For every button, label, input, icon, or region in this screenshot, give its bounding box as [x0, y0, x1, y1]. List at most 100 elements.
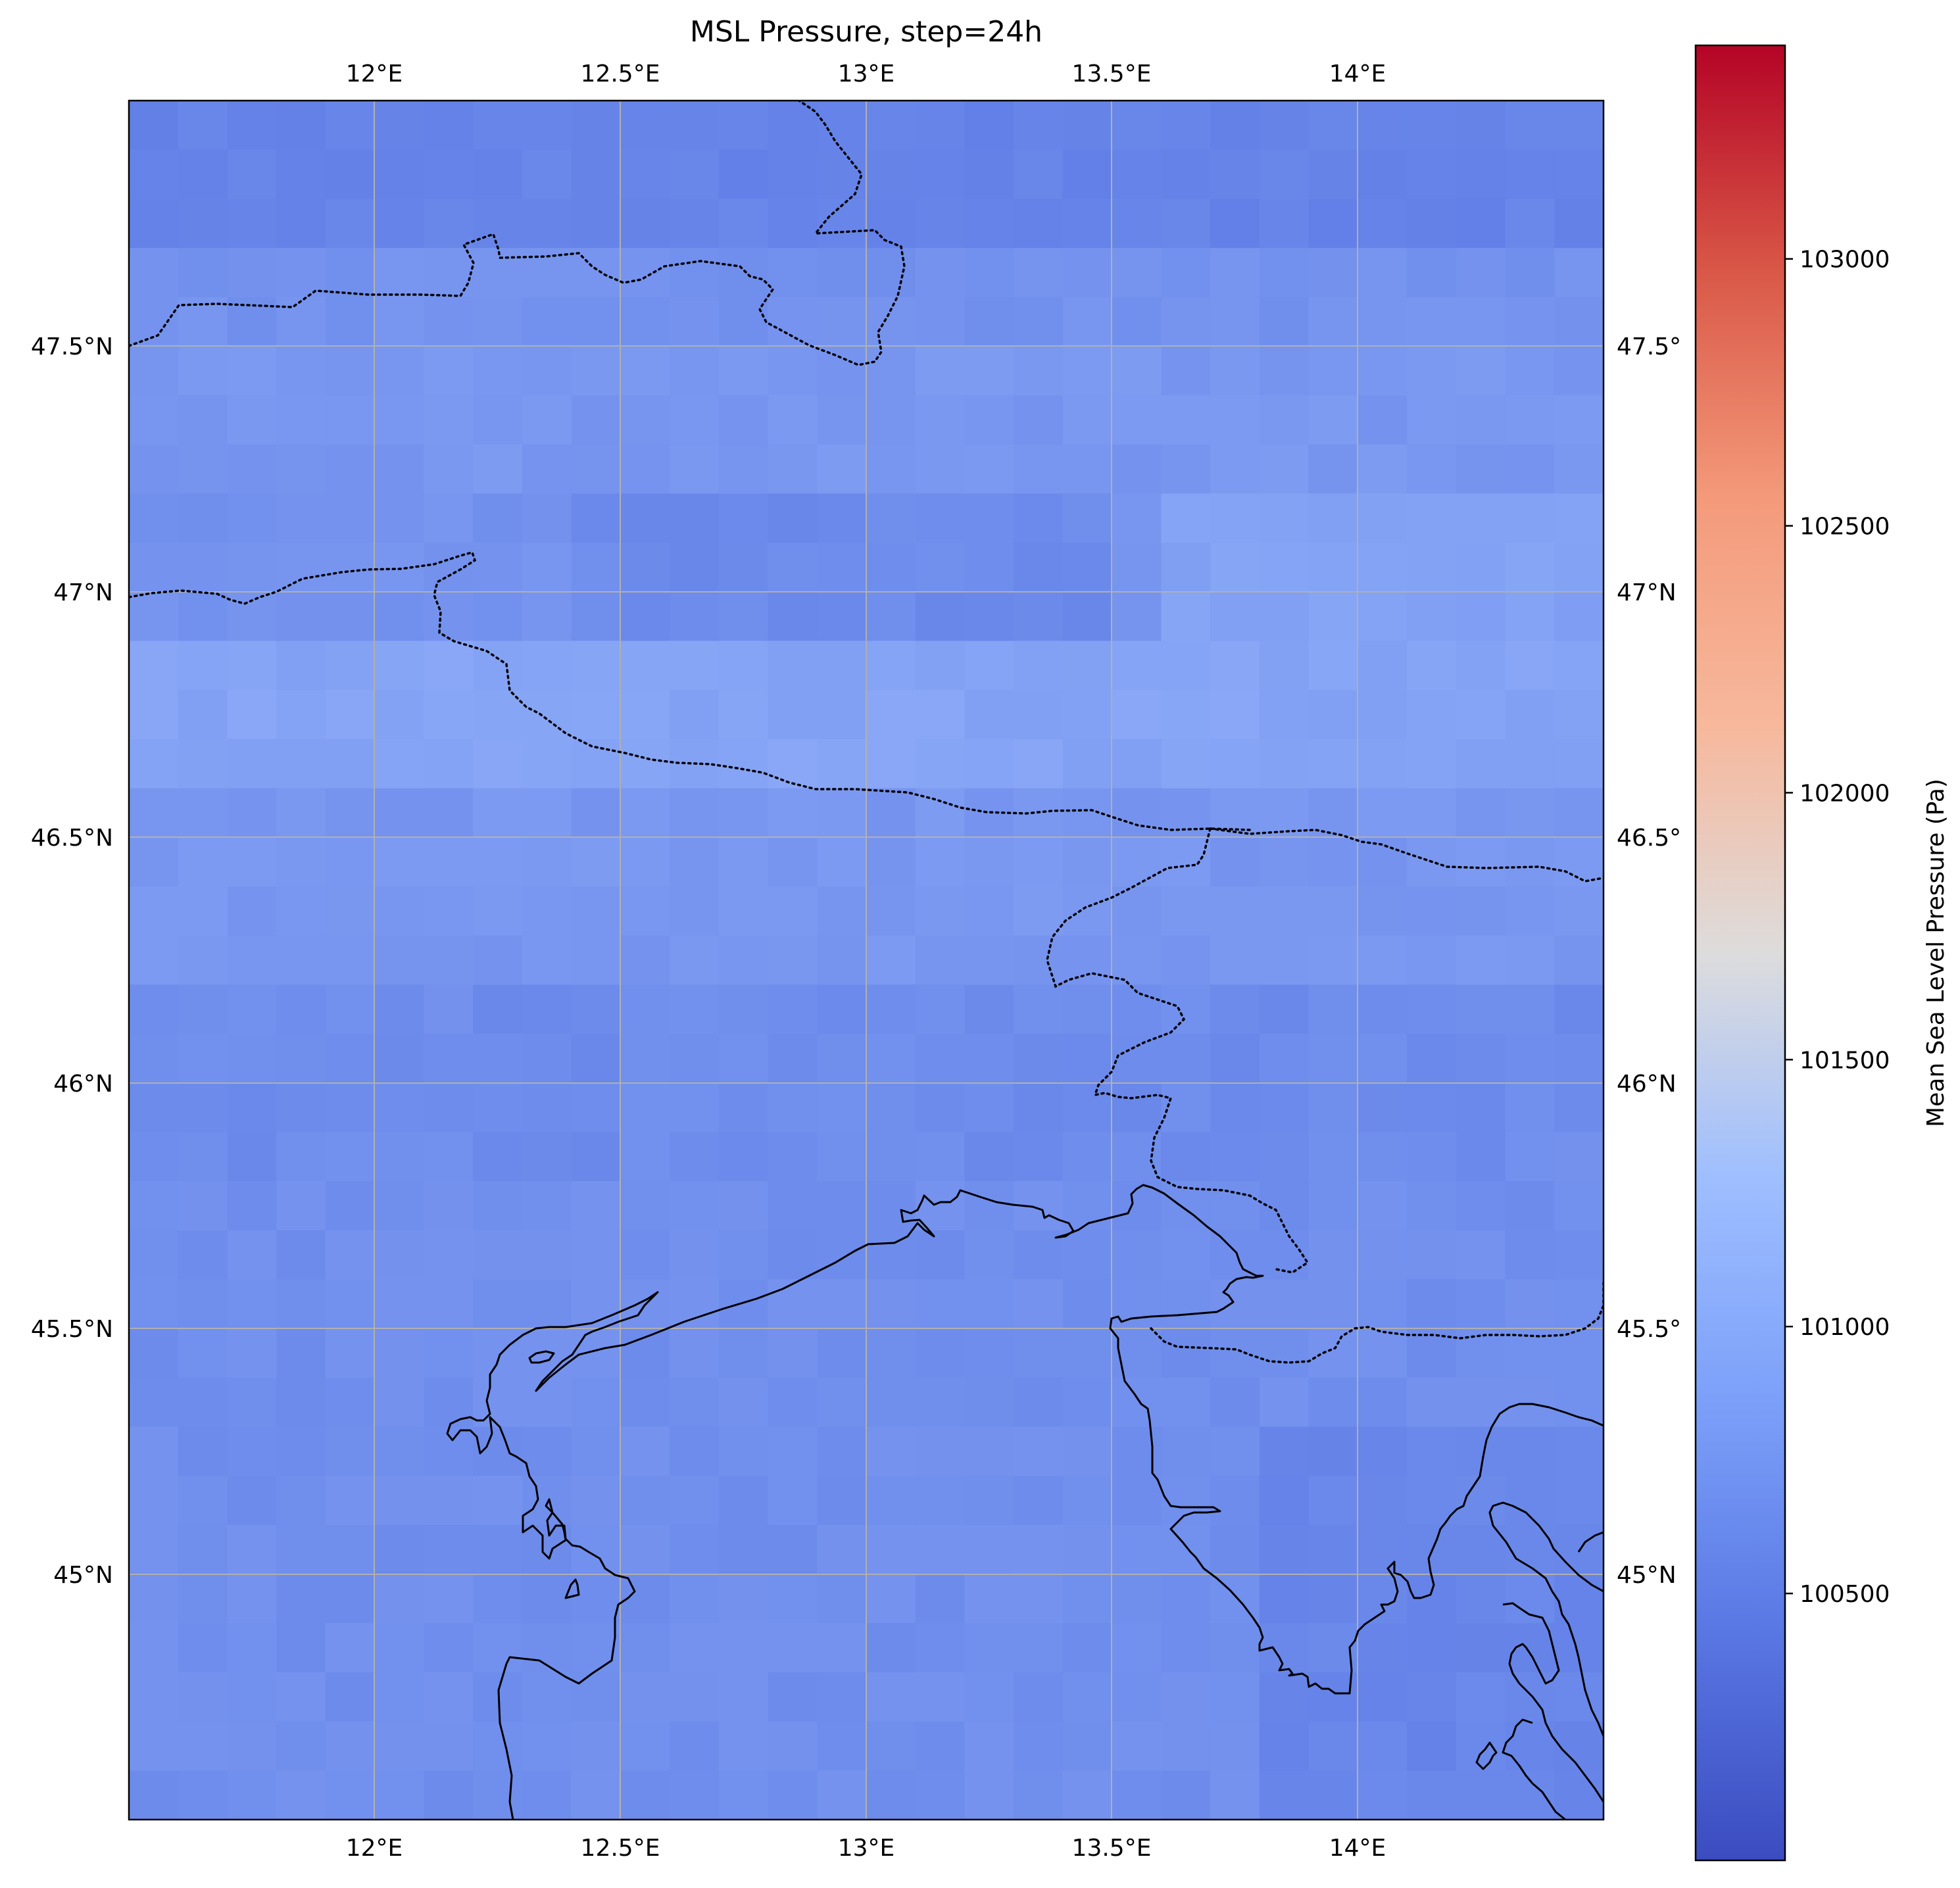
pressure-cell	[718, 543, 769, 593]
pressure-cell	[915, 1770, 966, 1820]
pressure-cell	[620, 101, 670, 151]
pressure-cell	[1456, 1181, 1506, 1231]
pressure-cell	[817, 984, 867, 1034]
pressure-cell	[1456, 690, 1506, 740]
pressure-cell	[670, 1721, 720, 1772]
pressure-cell	[1062, 101, 1113, 151]
lon-tick-top-13-5: 13.5°E	[1072, 61, 1152, 87]
pressure-cell	[1358, 1426, 1408, 1477]
pressure-cell	[227, 690, 278, 740]
pressure-cell	[1456, 493, 1506, 544]
pressure-cell	[1112, 1476, 1162, 1526]
pressure-cell	[374, 1672, 425, 1722]
pressure-cell	[817, 1279, 867, 1330]
pressure-cell	[866, 444, 916, 495]
pressure-cell	[915, 493, 966, 544]
pressure-cell	[227, 1770, 278, 1820]
pressure-cell	[620, 886, 670, 936]
pressure-cell	[276, 1476, 326, 1526]
pressure-cell	[276, 788, 326, 838]
pressure-cell	[473, 1476, 523, 1526]
coastline-island-krk	[1577, 1531, 1604, 1553]
pressure-cell	[1308, 1328, 1359, 1378]
pressure-cell	[817, 641, 867, 691]
pressure-cell	[964, 543, 1015, 593]
pressure-cell	[1505, 101, 1556, 151]
pressure-cell	[866, 1132, 916, 1182]
pressure-cell	[1014, 101, 1064, 151]
pressure-cell	[1062, 149, 1113, 200]
pressure-cell	[1259, 1377, 1310, 1428]
pressure-cell	[129, 1181, 179, 1231]
pressure-cell	[1505, 641, 1556, 691]
pressure-cell	[1554, 886, 1604, 936]
pressure-cell	[670, 837, 720, 887]
pressure-cell	[866, 788, 916, 838]
pressure-cell	[1308, 199, 1359, 249]
pressure-cell	[1308, 1476, 1359, 1526]
pressure-cell	[718, 493, 769, 544]
pressure-cell	[1308, 591, 1359, 642]
pressure-cell	[1161, 1770, 1212, 1820]
colorbar-tick-label: 102500	[1800, 514, 1890, 541]
pressure-cell	[325, 1034, 376, 1084]
pressure-cell	[276, 1082, 326, 1133]
pressure-cell	[718, 1476, 769, 1526]
pressure-cell	[1112, 1132, 1162, 1182]
lat-tick-left-45: 45°N	[53, 1562, 113, 1589]
pressure-cell	[718, 1524, 769, 1575]
pressure-cell	[276, 543, 326, 593]
pressure-cell	[129, 788, 179, 838]
pressure-cell	[1210, 935, 1260, 986]
pressure-cell	[1259, 984, 1310, 1034]
pressure-cell	[718, 199, 769, 249]
pressure-cell	[1456, 837, 1506, 887]
pressure-cell	[473, 1230, 523, 1280]
pressure-cell	[1161, 444, 1212, 495]
pressure-cell	[227, 1426, 278, 1477]
pressure-cell	[1407, 1672, 1457, 1722]
pressure-cell	[1259, 297, 1310, 347]
pressure-cell	[374, 101, 425, 151]
lon-tick-bottom-13: 13°E	[838, 1835, 895, 1862]
pressure-cell	[1112, 1377, 1162, 1428]
pressure-cell	[178, 543, 228, 593]
lon-tick-top-14: 14°E	[1329, 61, 1386, 87]
pressure-cell	[1407, 1623, 1457, 1673]
pressure-cell	[1308, 1377, 1359, 1428]
pressure-cell	[522, 493, 572, 544]
pressure-cell	[1161, 641, 1212, 691]
pressure-cell	[915, 149, 966, 200]
pressure-cell	[129, 984, 179, 1034]
pressure-cell	[670, 1574, 720, 1624]
pressure-cell	[1112, 346, 1162, 397]
pressure-cell	[768, 935, 818, 986]
pressure-cell	[1554, 101, 1604, 151]
pressure-cell	[1014, 1623, 1064, 1673]
pressure-cell	[817, 297, 867, 347]
pressure-cell	[964, 837, 1015, 887]
pressure-cell	[718, 886, 769, 936]
pressure-cell	[1062, 591, 1113, 642]
pressure-cell	[817, 1524, 867, 1575]
pressure-cell	[964, 297, 1015, 347]
pressure-cell	[522, 149, 572, 200]
pressure-cell	[768, 1230, 818, 1280]
pressure-cell	[227, 984, 278, 1034]
pressure-cell	[424, 248, 474, 298]
pressure-cell	[522, 543, 572, 593]
pressure-cell	[424, 788, 474, 838]
pressure-cell	[325, 1377, 376, 1428]
pressure-cell	[1456, 248, 1506, 298]
pressure-cell	[178, 1279, 228, 1330]
pressure-cell	[1358, 935, 1408, 986]
pressure-cell	[1456, 788, 1506, 838]
pressure-cell	[1161, 101, 1212, 151]
pressure-cell	[768, 199, 818, 249]
pressure-cell	[1112, 199, 1162, 249]
pressure-cell	[768, 1328, 818, 1378]
pressure-cell	[670, 1034, 720, 1084]
pressure-cell	[620, 346, 670, 397]
pressure-cell	[1456, 984, 1506, 1034]
pressure-cell	[129, 444, 179, 495]
